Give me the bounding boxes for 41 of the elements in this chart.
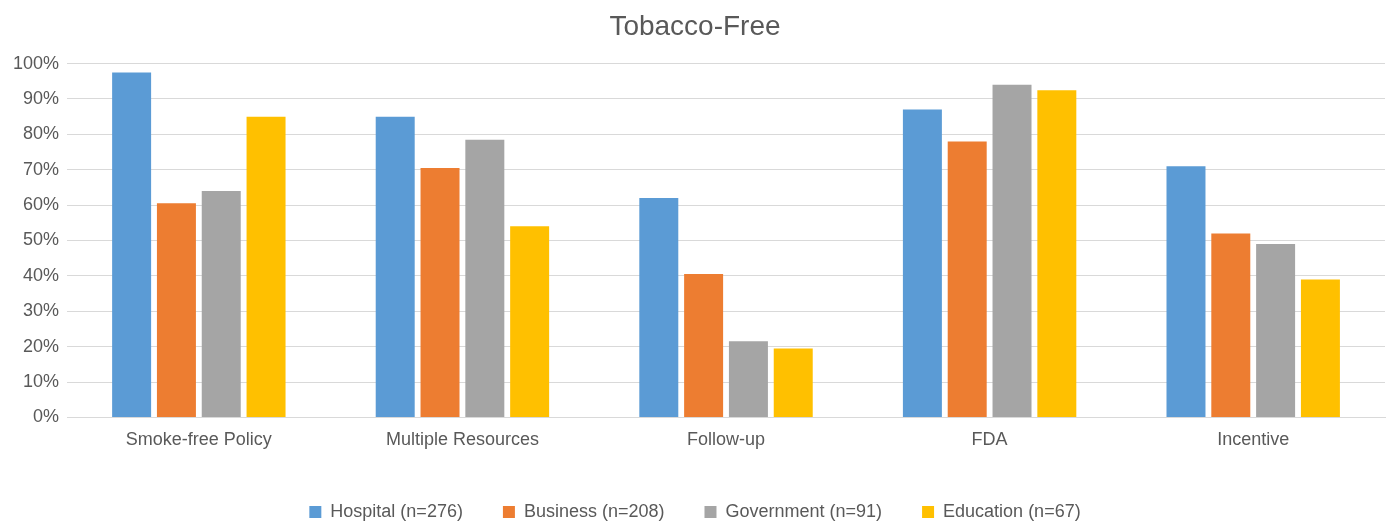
y-tick-label: 100%: [12, 52, 60, 73]
bar: [375, 116, 415, 417]
bar: [947, 141, 987, 417]
bar: [1211, 233, 1251, 417]
legend-label: Government (n=91): [725, 500, 883, 521]
bar: [684, 274, 724, 417]
y-tick-label: 10%: [23, 370, 60, 391]
bar: [246, 116, 286, 417]
bar: [510, 226, 550, 417]
x-tick-label: Multiple Resources: [385, 429, 539, 450]
bar: [420, 167, 460, 417]
bar: [465, 139, 505, 417]
legend-label: Hospital (n=276): [330, 500, 463, 521]
bar: [156, 203, 196, 417]
y-tick-label: 80%: [23, 123, 60, 144]
bar: [992, 84, 1032, 417]
bar: [639, 198, 679, 417]
y-tick-label: 60%: [23, 194, 60, 215]
bar: [773, 348, 813, 417]
x-tick-label: FDA: [971, 429, 1008, 450]
legend-label: Business (n=208): [523, 500, 665, 521]
bar: [728, 341, 768, 417]
y-tick-label: 40%: [23, 264, 60, 285]
bar: [201, 190, 241, 417]
x-tick-label: Incentive: [1217, 429, 1290, 450]
y-tick-label: 20%: [23, 335, 60, 356]
bar: [1256, 244, 1296, 417]
bar: [112, 72, 152, 417]
x-tick-label: Smoke-free Policy: [125, 429, 272, 450]
bar: [1300, 279, 1340, 417]
bar: [1166, 166, 1206, 417]
y-tick-label: 90%: [23, 87, 60, 108]
chart-title: Tobacco-Free: [609, 9, 781, 41]
y-tick-label: 30%: [23, 300, 60, 321]
y-tick-label: 70%: [23, 158, 60, 179]
x-tick-label: Follow-up: [687, 429, 766, 450]
bar: [1037, 90, 1077, 417]
y-tick-label: 50%: [23, 229, 60, 250]
legend-label: Education (n=67): [943, 500, 1081, 521]
y-tick-label: 0%: [33, 406, 60, 427]
bar: [902, 109, 942, 417]
